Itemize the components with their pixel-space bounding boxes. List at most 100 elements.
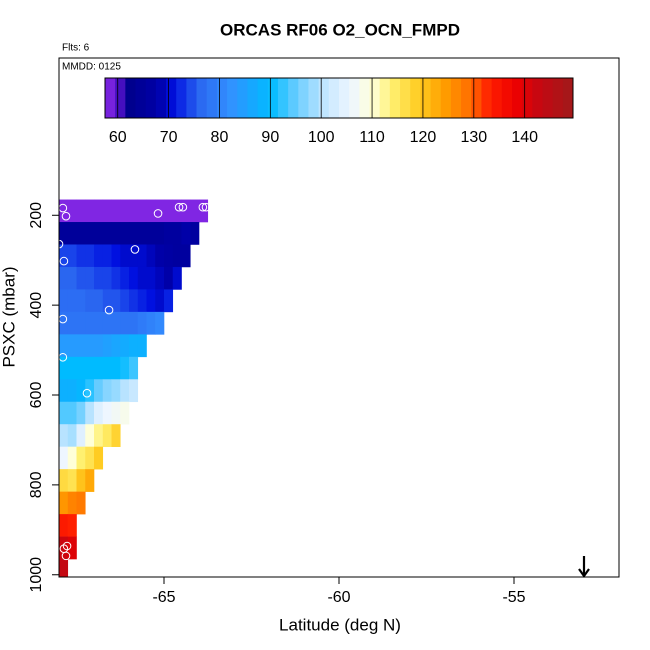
- cell: [111, 222, 121, 245]
- cell: [67, 491, 77, 515]
- cell: [172, 222, 182, 245]
- cell: [102, 379, 112, 403]
- cell: [155, 199, 165, 223]
- cell: [67, 334, 77, 358]
- cell: [111, 311, 121, 335]
- colorbar-swatch: [532, 78, 543, 118]
- cell: [59, 334, 69, 358]
- colorbar-swatch: [522, 78, 533, 118]
- cell: [94, 356, 104, 380]
- cell: [111, 334, 121, 358]
- colorbar-swatch: [501, 78, 513, 118]
- y-tick-label: 800: [28, 471, 45, 498]
- colorbar-swatch: [237, 78, 248, 118]
- cell: [85, 222, 95, 245]
- cell: [129, 334, 139, 358]
- colorbar-swatch: [267, 78, 279, 118]
- cell: [129, 244, 139, 268]
- colorbar-swatch: [308, 78, 320, 118]
- colorbar-swatch: [145, 78, 157, 118]
- x-axis-label: Latitude (deg N): [279, 615, 401, 634]
- x-tick-label: -65: [152, 589, 175, 606]
- colorbar-swatch: [430, 78, 442, 118]
- colorbar-swatch: [298, 78, 309, 118]
- cell: [94, 289, 104, 313]
- cell: [85, 356, 95, 380]
- colorbar-swatch: [176, 78, 187, 118]
- cell: [85, 401, 95, 425]
- cell: [59, 244, 69, 268]
- y-tick-label: 600: [28, 382, 45, 409]
- colorbar-swatch: [481, 78, 493, 118]
- cell: [94, 311, 104, 335]
- cell: [76, 469, 86, 492]
- cell: [59, 356, 69, 380]
- cell: [67, 222, 77, 245]
- cell: [76, 401, 86, 425]
- cell: [172, 266, 182, 290]
- cell: [94, 266, 104, 290]
- x-tick-label: -60: [327, 589, 350, 606]
- cell: [102, 334, 112, 358]
- cell: [129, 266, 139, 290]
- cell: [190, 222, 200, 245]
- colorbar-swatch: [318, 78, 330, 118]
- cell: [59, 446, 69, 470]
- cell: [102, 401, 112, 425]
- cell: [137, 266, 147, 290]
- cell: [76, 199, 86, 223]
- colorbar-swatch: [440, 78, 452, 118]
- cell: [120, 244, 130, 268]
- cell: [146, 222, 156, 245]
- colorbar-tick-label: 120: [410, 129, 437, 146]
- cell: [111, 379, 121, 403]
- cell: [120, 266, 130, 290]
- cell: [111, 356, 121, 380]
- cell: [146, 266, 156, 290]
- colorbar-swatch: [257, 78, 269, 118]
- colorbar-swatch: [105, 78, 116, 118]
- colorbar-swatch: [206, 78, 218, 118]
- cell: [67, 379, 77, 403]
- cell: [59, 266, 69, 290]
- cell: [155, 222, 165, 245]
- colorbar-swatch: [410, 78, 421, 118]
- cell: [137, 334, 147, 358]
- cell: [85, 199, 95, 223]
- cell: [155, 266, 165, 290]
- colorbar-swatch: [542, 78, 554, 118]
- cell: [76, 379, 86, 403]
- cell: [94, 379, 104, 403]
- cell: [120, 356, 130, 380]
- cell: [155, 289, 165, 313]
- cell: [181, 244, 191, 268]
- flight-point: [201, 202, 211, 212]
- flight-point: [61, 211, 71, 221]
- cell: [59, 491, 69, 515]
- cell: [137, 199, 147, 223]
- colorbar: 60 70 80 90 100 110 120 130 140: [104, 77, 574, 146]
- cells: [59, 199, 209, 577]
- flight-point: [178, 202, 188, 212]
- location-arrow-head: [578, 568, 590, 578]
- colorbar-swatch: [349, 78, 360, 118]
- flights-label: Flts: 6: [62, 43, 90, 54]
- colorbar-tick-label: 140: [511, 129, 538, 146]
- cell: [120, 401, 130, 425]
- flight-point: [61, 551, 71, 561]
- cell: [59, 469, 69, 492]
- cell: [76, 244, 86, 268]
- cell: [67, 289, 77, 313]
- cell: [94, 401, 104, 425]
- colorbar-swatch: [186, 78, 197, 118]
- cell: [129, 199, 139, 223]
- colorbar-swatch: [400, 78, 411, 118]
- cell: [129, 222, 139, 245]
- cell: [102, 289, 112, 313]
- cell: [137, 244, 147, 268]
- cell: [102, 244, 112, 268]
- cell: [120, 289, 130, 313]
- cell: [102, 266, 112, 290]
- cell: [102, 199, 112, 223]
